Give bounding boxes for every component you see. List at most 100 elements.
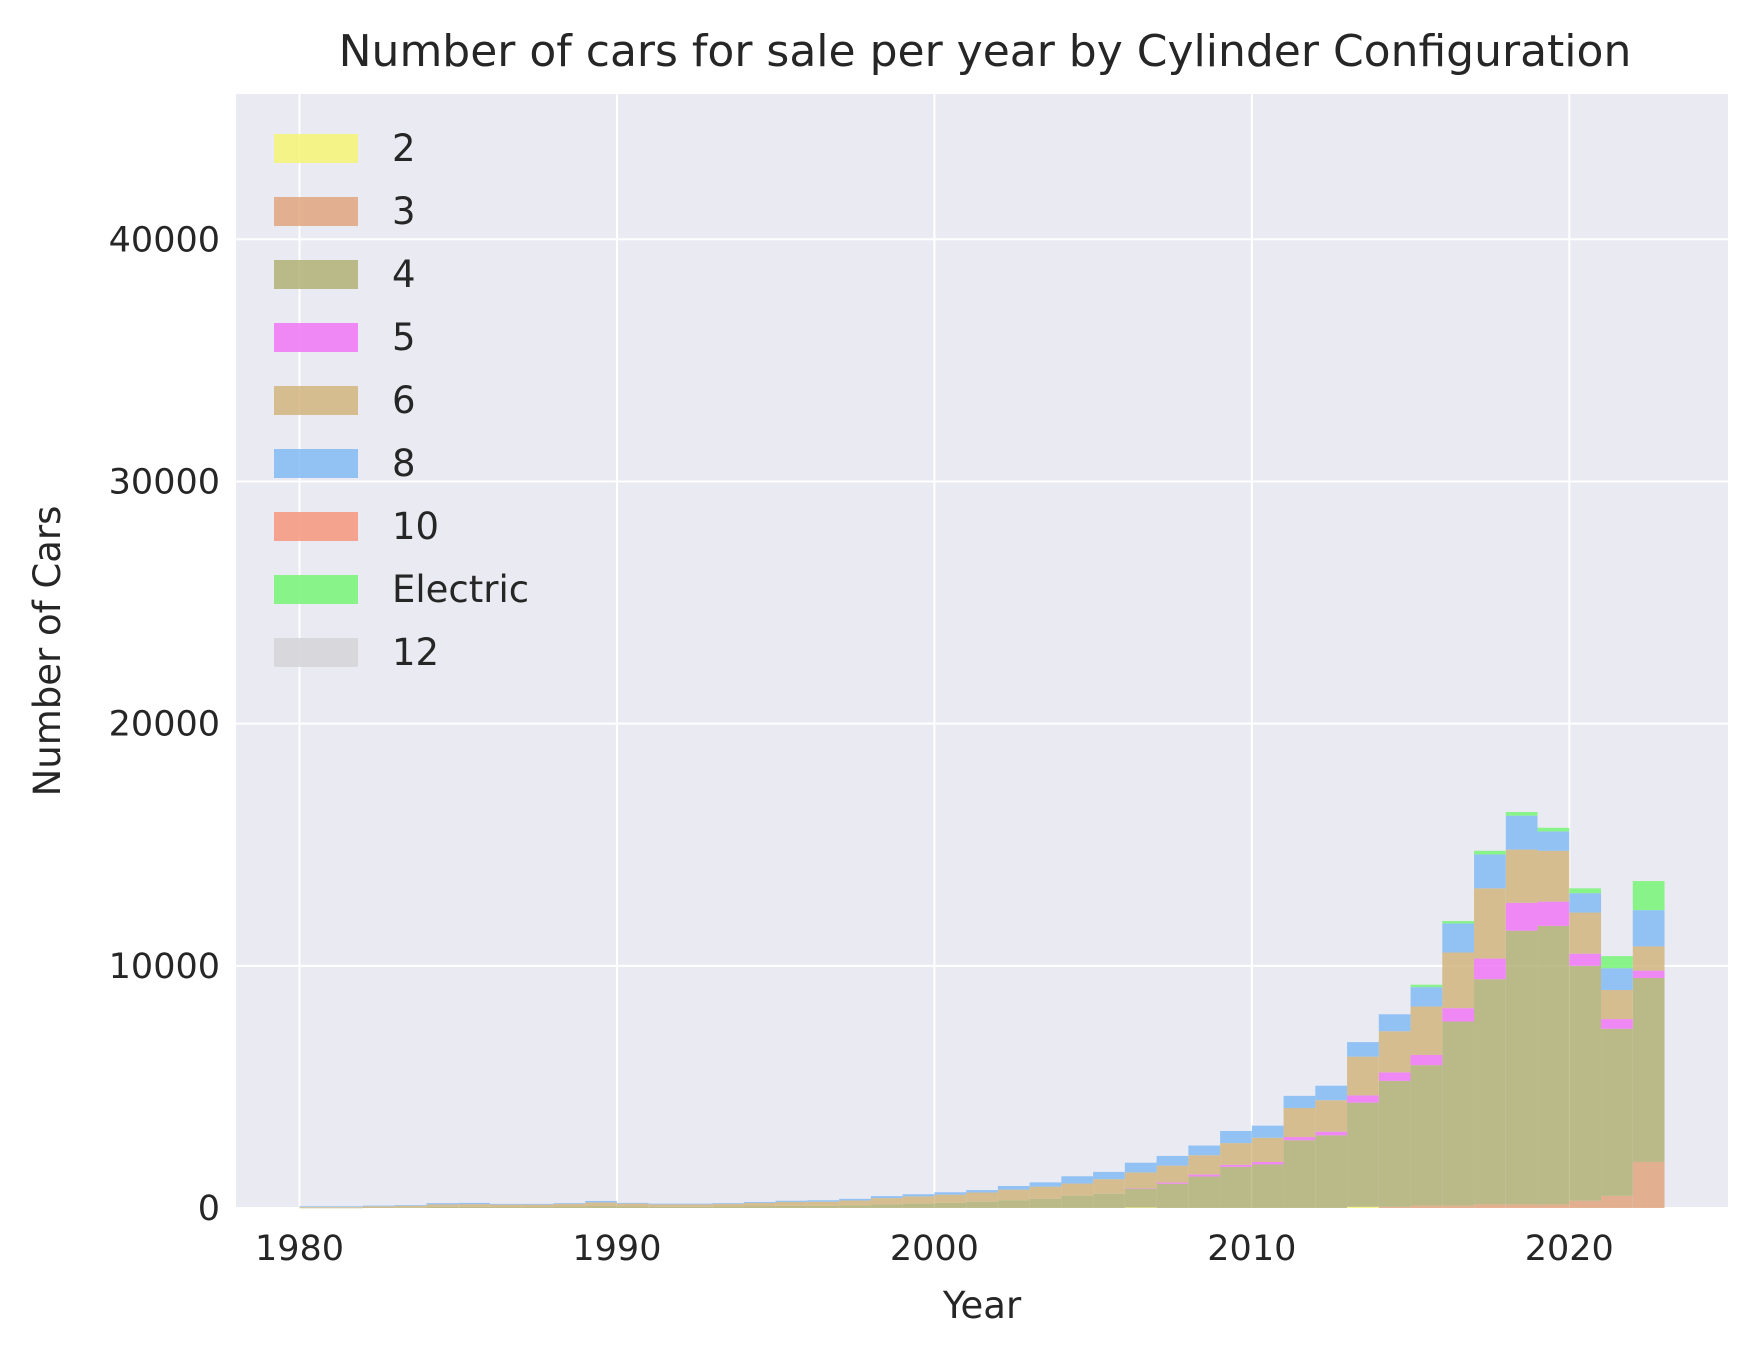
y-tick-label: 0 (198, 1189, 220, 1229)
legend-swatch-8 (274, 449, 358, 478)
bar-series-6-bin-1985 (458, 1204, 490, 1207)
bar-series-8-bin-2016 (1442, 923, 1475, 953)
bar-series-5-bin-2007 (1156, 1182, 1189, 1184)
legend-swatch-4 (274, 260, 358, 289)
bar-series-2-bin-2013 (1347, 1206, 1379, 1208)
bar-series-5-bin-2014 (1378, 1072, 1411, 1081)
bar-series-8-bin-1983 (394, 1205, 427, 1206)
bar-series-4-bin-2003 (1029, 1198, 1062, 1208)
bar-series-6-bin-2010 (1251, 1137, 1284, 1162)
bar-series-6-bin-1984 (426, 1204, 459, 1207)
bar-series-8-bin-1997 (839, 1198, 871, 1201)
bar-series-6-bin-2001 (966, 1192, 998, 1202)
bar-series-4-bin-2013 (1347, 1102, 1379, 1207)
bar-series-4-bin-1998 (870, 1204, 903, 1208)
bar-series-6-bin-2013 (1347, 1056, 1379, 1096)
bar-series-4-bin-2018 (1505, 930, 1538, 1205)
bar-series-4-bin-1988 (553, 1206, 586, 1208)
y-tick-label: 30000 (109, 462, 220, 502)
bar-series-8-bin-1993 (712, 1203, 744, 1204)
bar-series-4-bin-2020 (1569, 965, 1602, 1201)
bar-series-4-bin-2004 (1061, 1195, 1094, 1208)
bar-series-4-bin-1996 (807, 1205, 840, 1208)
bar-series-electric-bin-2021 (1601, 956, 1633, 969)
bar-series-4-bin-1981 (331, 1207, 363, 1209)
bar-series-2-bin-2006 (1124, 1207, 1157, 1209)
bar-series-5-bin-2018 (1505, 902, 1538, 931)
y-tick-label: 20000 (109, 705, 220, 745)
bar-series-8-bin-2011 (1283, 1095, 1316, 1108)
legend-label-4: 4 (392, 253, 416, 296)
bar-series-8-bin-2003 (1029, 1182, 1062, 1187)
bar-series-6-bin-1981 (331, 1207, 363, 1208)
bar-series-4-bin-2000 (934, 1202, 967, 1208)
x-tick-label: 2020 (1525, 1229, 1614, 1269)
bar-series-electric-bin-2019 (1537, 827, 1570, 832)
bar-series-4-bin-1991 (648, 1206, 681, 1208)
bar-series-6-bin-2021 (1601, 990, 1633, 1020)
bar-series-6-bin-1989 (585, 1202, 617, 1207)
bar-series-5-bin-2006 (1124, 1188, 1157, 1189)
legend-label-10: 10 (392, 505, 439, 548)
bar-series-6-bin-2007 (1156, 1165, 1189, 1183)
bar-series-8-bin-1989 (585, 1200, 617, 1203)
bar-series-6-bin-2011 (1283, 1107, 1316, 1138)
bar-series-5-bin-2010 (1251, 1161, 1284, 1165)
legend: 2 3 4 5 6 8 10 Electric 12 (274, 127, 529, 674)
bar-series-electric-bin-2018 (1505, 812, 1538, 816)
bar-series-5-bin-2020 (1569, 953, 1602, 966)
bar-series-8-bin-1996 (807, 1200, 840, 1202)
bar-series-4-bin-1995 (775, 1205, 808, 1208)
bar-series-6-bin-1988 (553, 1203, 586, 1207)
bar-series-4-bin-2014 (1378, 1080, 1411, 1207)
bar-series-8-bin-2004 (1061, 1176, 1094, 1184)
bar-series-5-bin-2017 (1474, 958, 1506, 980)
bar-series-6-bin-1998 (870, 1198, 903, 1205)
x-tick-label: 1980 (255, 1229, 344, 1269)
bar-series-6-bin-2006 (1124, 1172, 1157, 1189)
bar-series-4-bin-1986 (489, 1207, 522, 1208)
bar-series-3-bin-2016 (1442, 1205, 1475, 1208)
bar-series-8-bin-1998 (870, 1196, 903, 1199)
bar-series-8-bin-2014 (1378, 1014, 1411, 1032)
bar-series-4-bin-2002 (997, 1200, 1030, 1208)
bar-series-4-bin-1982 (362, 1207, 395, 1209)
bar-series-4-bin-2009 (1220, 1166, 1252, 1208)
histogram-bars (299, 812, 1665, 1209)
bar-series-6-bin-2017 (1474, 888, 1506, 959)
bar-series-6-bin-1995 (775, 1201, 808, 1206)
bar-series-8-bin-2018 (1505, 815, 1538, 850)
bar-series-5-bin-2019 (1537, 901, 1570, 926)
bar-series-8-bin-1992 (680, 1203, 713, 1205)
legend-swatch-electric (274, 575, 358, 604)
bar-series-4-bin-2008 (1188, 1176, 1221, 1208)
bar-series-6-bin-2004 (1061, 1183, 1094, 1196)
bar-series-8-bin-1987 (521, 1203, 554, 1205)
bar-series-6-bin-1986 (489, 1204, 522, 1208)
bar-series-4-bin-1980 (299, 1207, 332, 1209)
bar-series-4-bin-1999 (902, 1203, 935, 1208)
bar-series-6-bin-2014 (1378, 1031, 1411, 1073)
bar-series-4-bin-1990 (616, 1206, 649, 1208)
bar-series-5-bin-2013 (1347, 1095, 1379, 1103)
y-tick-label: 10000 (109, 947, 220, 987)
bar-series-8-bin-1980 (299, 1206, 332, 1208)
bar-series-6-bin-2009 (1220, 1143, 1252, 1165)
bar-series-6-bin-2012 (1315, 1100, 1348, 1132)
bar-series-electric-bin-2022 (1632, 881, 1665, 911)
bar-series-4-bin-2011 (1283, 1140, 1316, 1208)
bar-series-6-bin-2003 (1029, 1186, 1062, 1199)
bar-series-8-bin-1994 (743, 1201, 776, 1203)
bar-series-8-bin-2021 (1601, 968, 1633, 991)
bar-series-6-bin-1997 (839, 1200, 871, 1206)
bar-series-4-bin-1985 (458, 1206, 490, 1208)
bar-series-6-bin-1991 (648, 1204, 681, 1207)
bar-series-8-bin-2015 (1410, 987, 1443, 1007)
bar-series-4-bin-2012 (1315, 1135, 1348, 1208)
bar-series-3-bin-2020 (1569, 1200, 1602, 1208)
y-tick-label: 40000 (109, 220, 220, 260)
bar-series-4-bin-2006 (1124, 1188, 1157, 1208)
legend-swatch-6 (274, 386, 358, 415)
bar-series-6-bin-1992 (680, 1204, 713, 1207)
bar-series-6-bin-2002 (997, 1189, 1030, 1201)
